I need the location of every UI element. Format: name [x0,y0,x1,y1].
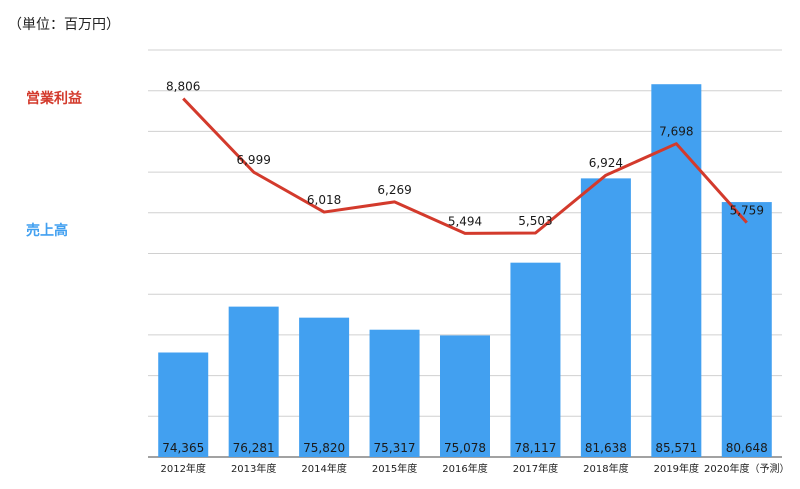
bar-value-label: 76,281 [233,441,275,455]
bar-value-label: 75,317 [374,441,416,455]
x-tick-label: 2018年度 [583,462,628,475]
bar-value-label: 78,117 [514,441,556,455]
x-axis-labels: 2012年度 2013年度 2014年度 2015年度 2016年度 2017年度 2018… [160,462,789,475]
line-value-label: 6,018 [307,193,341,207]
bar-value-label: 85,571 [655,441,697,455]
line-value-label: 6,269 [377,183,411,197]
bar-5 [510,262,561,457]
line-value-label: 5,759 [730,204,764,218]
bar-value-label: 75,820 [303,441,345,455]
x-tick-label: 2017年度 [513,462,558,475]
line-value-label: 8,806 [166,80,200,94]
x-tick-label: 2020年度（予測） [704,462,789,475]
line-series [182,97,748,235]
x-tick-label: 2016年度 [442,462,487,475]
bar-2 [299,317,350,457]
bar-7 [651,84,702,457]
bar-value-label: 74,365 [162,441,204,455]
bar-8 [721,202,772,457]
unit-label: （単位：百万円） [8,17,120,33]
bar-3 [369,329,420,457]
bar-0 [158,352,209,457]
x-tick-label: 2019年度 [654,462,699,475]
line-value-label: 7,698 [659,125,693,139]
bar-1 [228,306,279,457]
line-data-labels: 8,806 6,999 6,018 6,269 5,494 5,503 6,924 7,698… [166,80,764,229]
x-tick-label: 2015年度 [372,462,417,475]
legend-sales: 売上高 [26,223,68,239]
bar-series: 74,365 76,281 75,820 75,317 75,078 78,117 81,6… [158,84,772,457]
line-value-label: 6,999 [236,153,270,167]
bar-4 [440,335,490,457]
legend-operating-profit: 営業利益 [26,91,82,107]
line-value-label: 5,494 [448,214,482,228]
x-tick-label: 2013年度 [231,462,276,475]
bar-value-label: 81,638 [585,441,627,455]
line-value-label: 5,503 [518,214,552,228]
operating-profit-line [182,97,748,235]
line-value-label: 6,924 [589,156,623,170]
x-tick-label: 2012年度 [160,462,205,475]
bar-value-label: 75,078 [444,441,486,455]
bar-6 [580,178,631,457]
x-tick-label: 2014年度 [301,462,346,475]
bar-value-label: 80,648 [726,441,768,455]
